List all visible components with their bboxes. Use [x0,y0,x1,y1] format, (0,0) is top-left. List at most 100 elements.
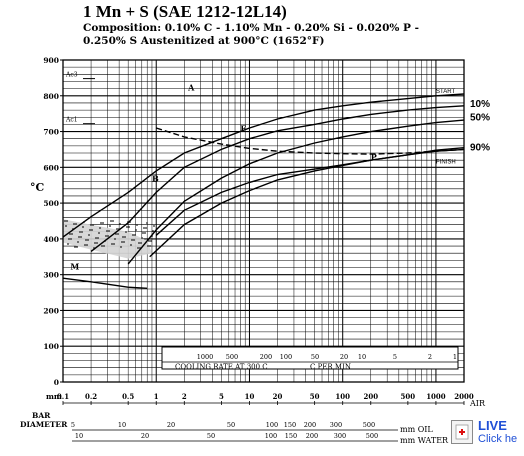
line-label: 50% [470,113,490,124]
hatch-dot [66,220,68,222]
vertical-gridlines [62,60,465,382]
x-tick-label: 2 [182,392,187,401]
x-tick-label: 100 [335,392,350,401]
hatch-dot [128,226,130,228]
transformation-curves [62,93,465,289]
line-label: 10% [470,99,490,110]
hatch-dot [120,246,122,248]
hatch-dot [105,235,107,237]
y-axis-label: °C [30,181,45,194]
live-widget[interactable]: LIVE Click he [451,418,524,450]
cooling-rate-unit: C PER MIN [310,363,351,371]
hatch-dot [97,237,99,239]
hatch-dot [101,245,103,247]
bar-label: BAR [32,411,51,420]
y-tick-label: 600 [43,163,59,172]
bainite-martensite-hatch-region [63,219,155,259]
hatch-dot [125,231,127,233]
hatch-dot [75,223,77,225]
water-tick-label: 300 [334,432,346,440]
water-tick-label: 500 [366,432,378,440]
hatch-dot [100,222,102,224]
water-tick-label: 20 [141,432,149,440]
click-here-link[interactable]: Click he [478,433,518,445]
hatch-dot [73,223,75,225]
live-icon[interactable] [451,420,473,444]
hatch-dot [98,232,100,234]
y-tick-label: 500 [43,199,59,208]
bar-diameter-scales: BAR DIAMETER mm OIL mm WATER 5 10 20 50 100 1… [20,411,449,445]
hatch-dot [113,243,115,245]
curve-10pct [90,105,465,252]
diameter-label: DIAMETER [20,420,68,429]
hatch-dot [95,237,97,239]
hatch-dot [69,233,71,235]
x-tick-label: 200 [363,392,378,401]
region-label: P [371,152,377,162]
hatch-dot [80,236,82,238]
x-tick-labels: 0.1 0.2 0.5 1 2 5 10 20 50 100 200 500 1000 2000 [57,392,474,405]
hatch-dot [141,237,143,239]
curve-start [62,93,465,238]
hatch-dot [106,230,108,232]
cooling-rate-tick: 2 [428,353,432,361]
air-label: AIR [469,399,486,408]
hatch-dot [81,231,83,233]
y-tick-label: 800 [43,92,59,101]
hatch-dot [138,242,140,244]
horizontal-gridlines [63,59,464,383]
cooling-rate-tick: 1 [453,353,457,361]
water-tick-label: 150 [285,432,297,440]
hatch-dot [124,236,126,238]
hatch-dot [78,236,80,238]
chart-title: 1 Mn + S (SAE 1212-12L14) [83,2,287,21]
hatch-dot [126,226,128,228]
hatch-dot [147,245,149,247]
hatch-dot [114,238,116,240]
curve-finish [155,147,465,236]
hatch-dot [77,241,79,243]
hatch-dot [135,229,137,231]
chart-header: 1 Mn + S (SAE 1212-12L14) Composition: 0… [83,2,513,48]
oil-tick-label: 500 [363,421,375,429]
oil-tick-label: 50 [227,421,235,429]
hatch-dot [144,232,146,234]
composition-line-1: Composition: 0.10% C - 1.10% Mn - 0.20% … [83,22,419,34]
region-labels: START 10% 50% 90% FINISH A F P B M [70,82,490,271]
hatch-dot [150,240,152,242]
cooling-rate-tick: 5 [393,353,397,361]
y-tick-label: 700 [43,128,59,137]
x-tick-label: 1 [154,392,159,401]
hatch-dot [94,242,96,244]
hatch-dot [103,245,105,247]
y-tick-label: 200 [43,306,59,315]
hatch-dot [146,222,148,224]
region-label: A [187,82,195,92]
hatch-dot [145,227,147,229]
hatch-dot [119,223,121,225]
hatch-dot [96,242,98,244]
oil-unit-label: mm OIL [400,425,433,434]
hatch-dot [99,227,101,229]
oil-tick-label: 5 [71,421,75,429]
hatch-dot [89,229,91,231]
x-tick-label: 2000 [454,392,474,401]
hatch-dot [79,231,81,233]
hatch-dot [88,234,90,236]
x-unit-label: mm [46,392,62,401]
hatch-dot [107,235,109,237]
cooling-rate-ticks: 1000 500 200 100 50 20 10 5 2 1 [197,353,457,361]
hatch-dot [130,244,132,246]
hatch-dot [70,238,72,240]
hatch-dot [111,243,113,245]
hatch-dot [121,241,123,243]
hatch-dot [102,222,104,224]
critical-temp-label: Ac1 [65,117,78,124]
cooling-rate-tick: 20 [340,353,348,361]
oil-tick-label: 10 [118,421,126,429]
hatch-dot [71,233,73,235]
live-label[interactable]: LIVE [478,418,507,433]
hatch-dot [84,244,86,246]
hatch-dot [110,220,112,222]
